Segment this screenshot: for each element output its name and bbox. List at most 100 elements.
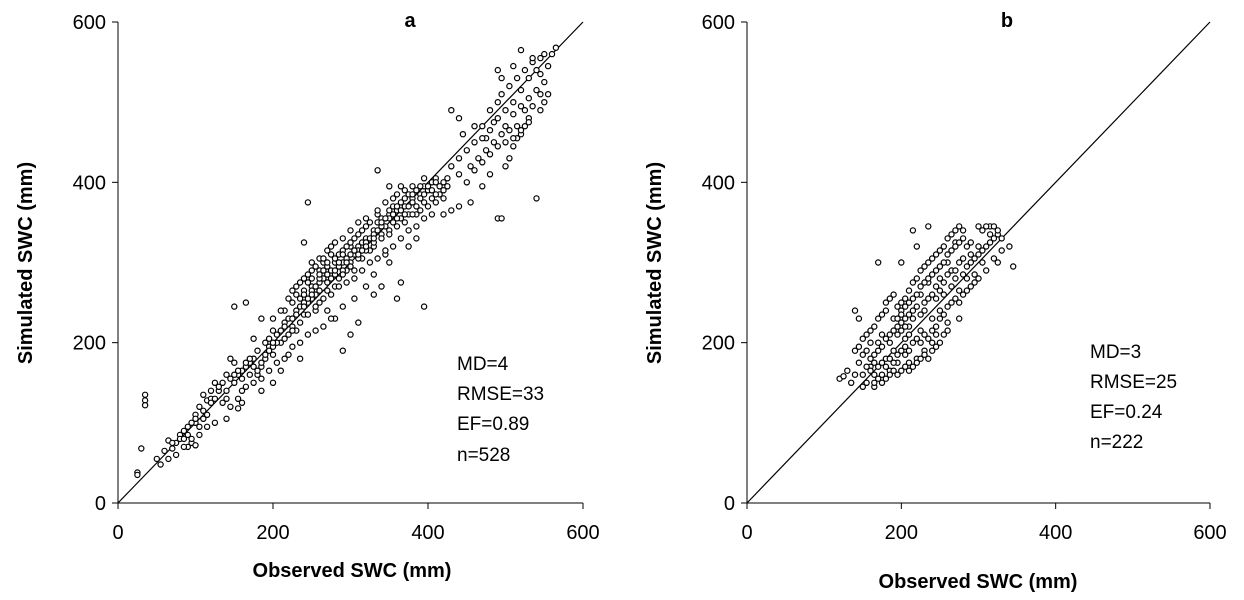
panel-a-y-tick-label: 200 (73, 333, 106, 355)
panel-a-data-point (281, 335, 288, 342)
panel-b-data-point (875, 339, 882, 346)
panel-a-data-point (397, 199, 405, 206)
panel-a-x-tick-label: 600 (566, 522, 599, 544)
panel-a-data-point (397, 207, 405, 214)
panel-a-data-point (281, 355, 288, 362)
panel-b-data-point (913, 291, 921, 298)
panel-a-data-point (285, 295, 292, 302)
panel-b-data-point (956, 299, 963, 306)
panel-a-data-point (141, 402, 149, 409)
panel-a-data-point (312, 303, 319, 310)
panel-b-data-point (932, 283, 940, 290)
panel-a-data-point (308, 259, 315, 266)
panel-a-data-point (335, 275, 343, 282)
panel-a-data-point (517, 126, 525, 134)
panel-a-data-point (479, 183, 486, 190)
panel-b-data-point (1006, 243, 1013, 250)
panel-b-data-point (925, 335, 932, 342)
panel-b-data-point (894, 323, 901, 330)
panel-b-data-point (948, 299, 955, 306)
panel-b-data-point (909, 363, 917, 370)
panel-a-title: a (404, 10, 416, 32)
panel-b-data-point (994, 227, 1002, 234)
panel-b-data-point (898, 327, 905, 334)
panel-a-data-point (223, 371, 230, 378)
panel-a-x-axis-label: Observed SWC (mm) (253, 560, 452, 582)
panel-a-data-point (339, 235, 346, 242)
panel-a-data-point (312, 327, 319, 334)
panel-b-data-point (909, 307, 917, 314)
panel-b-data-point (936, 315, 944, 322)
panel-b-data-point (859, 371, 867, 378)
panel-a-data-point (227, 375, 234, 382)
panel-a-data-point (320, 323, 327, 330)
panel-a-data-point (238, 375, 246, 382)
panel-a-stat-rmse: RMSE=33 (457, 384, 544, 405)
panel-b-data-point (917, 311, 924, 318)
panel-a-data-point (262, 339, 269, 346)
panel-a-data-point (389, 219, 397, 226)
panel-b-data-point (959, 255, 967, 262)
panel-a-data-point (413, 203, 420, 210)
panel-b-data-point (940, 259, 948, 266)
panel-a-data-point (351, 235, 358, 242)
panel-a-data-point (231, 371, 238, 378)
panel-a-data-point (227, 355, 234, 362)
panel-a-data-point (200, 407, 207, 414)
panel-a-data-point (479, 134, 486, 142)
panel-a-data-point (424, 183, 432, 190)
panel-a-data-point (308, 275, 315, 282)
panel-b-data-point (840, 373, 847, 380)
panel-a-data-point (405, 203, 412, 210)
panel-a-data-point (141, 391, 149, 398)
panel-a-data-point (455, 155, 463, 162)
panel-b-data-point (917, 283, 924, 290)
panel-a-data-point (366, 259, 374, 266)
panel-a-data-point (246, 371, 253, 378)
panel-a-data-point (467, 163, 474, 170)
panel-a-data-point (200, 415, 207, 422)
panel-b-data-point (948, 247, 955, 254)
panel-a-data-point (552, 44, 560, 51)
panel-a-data-point (254, 347, 261, 354)
panel-a-data-point (289, 343, 296, 350)
panel-b-data-point (913, 359, 921, 366)
panel-b-data-point (929, 315, 936, 322)
panel-b-data-point (929, 339, 936, 346)
panel-b-data-point (952, 227, 959, 234)
panel-b-data-point (909, 227, 917, 234)
panel-b-data-point (983, 223, 990, 230)
panel-b-data-point (952, 243, 959, 250)
panel-a-data-point (513, 74, 521, 82)
panel-a-data-point (409, 191, 416, 198)
panel-b-data-point (902, 323, 909, 330)
panel-a-data-point (250, 363, 257, 370)
panel-a-data-point (389, 243, 397, 250)
panel-b-data-point (894, 371, 901, 378)
panel-b-data-point (925, 355, 932, 362)
panel-a-data-point (502, 106, 509, 114)
panel-a-data-point (436, 183, 443, 190)
panel-a-data-point (269, 379, 277, 386)
panel-b-data-point (878, 379, 886, 386)
panel-a-data-point (420, 175, 428, 182)
panel-a-data-point (308, 267, 315, 274)
panel-a-data-point (258, 315, 265, 322)
panel-a-data-point (444, 183, 451, 190)
panel-a-data-point (475, 155, 482, 162)
panel-a-data-point (300, 239, 308, 246)
panel-b-data-point (929, 347, 936, 354)
panel-a-data-point (378, 235, 385, 242)
panel-a-stat-ef: EF=0.89 (457, 414, 529, 435)
panel-a-data-point (374, 255, 381, 262)
panel-a-data-point (370, 291, 377, 298)
panel-b-data-point (979, 259, 986, 266)
panel-a-data-point (351, 295, 358, 302)
panel-b-data-point (878, 359, 886, 366)
panel-a-data-point (327, 275, 335, 282)
panel-b-data-point (851, 307, 859, 314)
panel-b-data-point (882, 307, 890, 314)
panel-b-data-point (983, 267, 990, 274)
panel-a-data-point (389, 195, 397, 202)
panel-a-data-point (448, 106, 455, 114)
